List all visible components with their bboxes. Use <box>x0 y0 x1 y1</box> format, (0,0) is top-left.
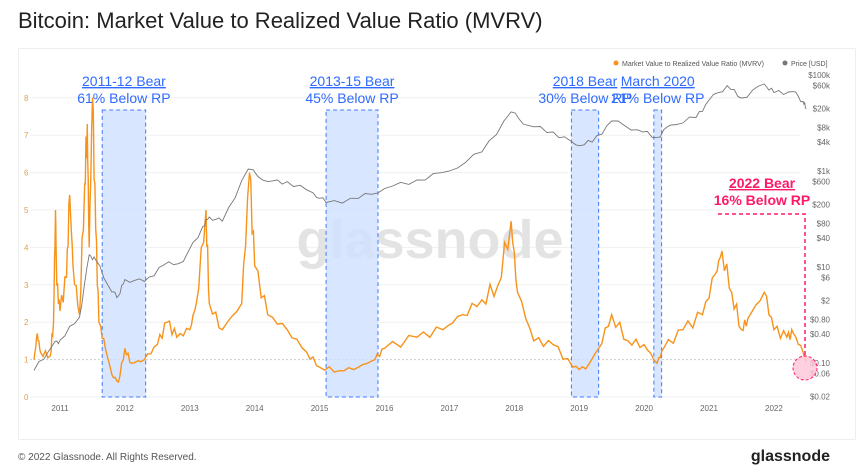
price-line <box>33 83 807 371</box>
left-axis-tick: 1 <box>24 356 29 365</box>
bear-shade <box>570 109 600 398</box>
right-axis-tick: $0.02 <box>810 393 831 402</box>
right-axis-tick: $20k <box>813 105 831 114</box>
highlight-bracket <box>718 213 806 357</box>
annotation-title: 2018 Bear <box>553 73 618 89</box>
x-axis-tick: 2014 <box>246 404 264 413</box>
x-axis-tick: 2013 <box>181 404 199 413</box>
right-axis-tick: $0.10 <box>810 359 831 368</box>
right-axis-tick: $0.80 <box>810 316 831 325</box>
left-axis-tick: 3 <box>24 281 29 290</box>
right-axis-tick: $200 <box>812 201 830 210</box>
x-axis-tick: 2015 <box>311 404 329 413</box>
x-axis-tick: 2016 <box>376 404 394 413</box>
annotation-title: 2011-12 Bear <box>82 73 166 89</box>
left-axis-tick: 8 <box>24 94 29 103</box>
left-axis-tick: 7 <box>24 131 29 140</box>
chart-card <box>18 48 856 440</box>
bear-shade <box>101 109 147 398</box>
x-axis-tick: 2019 <box>570 404 588 413</box>
right-axis-tick: $600 <box>812 178 830 187</box>
right-axis-tick: $100k <box>808 71 831 80</box>
highlight-circle <box>792 355 818 381</box>
x-axis-tick: 2020 <box>635 404 653 413</box>
x-axis-tick: 2022 <box>765 404 783 413</box>
left-axis-tick: 0 <box>24 393 29 402</box>
annotation-subtitle: 16% Below RP <box>714 192 810 208</box>
right-axis-tick: $60k <box>813 82 831 91</box>
right-axis-tick: $1k <box>817 167 831 176</box>
legend-price-label: Price [USD] <box>791 61 828 68</box>
bear-shade <box>653 109 663 398</box>
left-axis-tick: 4 <box>24 243 29 252</box>
left-axis-tick: 6 <box>24 169 29 178</box>
legend-mvrv-marker <box>613 60 619 66</box>
x-axis-tick: 2017 <box>441 404 459 413</box>
mvrv-line <box>33 97 808 384</box>
page-title: Bitcoin: Market Value to Realized Value … <box>18 8 543 33</box>
left-axis-tick: 2 <box>24 318 29 327</box>
right-axis-tick: $80 <box>817 220 831 229</box>
right-axis-tick: $0.40 <box>810 330 831 339</box>
right-axis-tick: $6 <box>821 274 830 283</box>
annotation-subtitle: 30% Below RP <box>538 90 631 106</box>
x-axis-tick: 2011 <box>51 404 69 413</box>
legend-price-marker <box>782 60 788 66</box>
right-axis-tick: $2 <box>821 297 830 306</box>
right-axis-tick: $40 <box>817 234 831 243</box>
annotation-subtitle: 61% Below RP <box>77 90 170 106</box>
bear-shade <box>325 109 379 398</box>
annotation-title: 2022 Bear <box>729 175 796 191</box>
right-axis-tick: $4k <box>817 138 831 147</box>
right-axis-tick: $10 <box>817 263 831 272</box>
annotation-subtitle: 45% Below RP <box>305 90 398 106</box>
annotation-title: March 2020 <box>621 73 695 89</box>
annotation-subtitle: 21% Below RP <box>611 90 704 106</box>
x-axis-tick: 2012 <box>116 404 134 413</box>
x-axis-tick: 2021 <box>700 404 718 413</box>
x-axis-tick: 2018 <box>505 404 523 413</box>
annotation-title: 2013-15 Bear <box>310 73 395 89</box>
copyright: © 2022 Glassnode. All Rights Reserved. <box>18 452 197 463</box>
glassnode-logo: glassnode <box>750 448 830 465</box>
right-axis-tick: $0.06 <box>810 370 831 379</box>
right-axis-tick: $8k <box>817 124 831 133</box>
left-axis-tick: 5 <box>24 206 29 215</box>
legend-mvrv-label: Market Value to Realized Value Ratio (MV… <box>622 61 764 68</box>
